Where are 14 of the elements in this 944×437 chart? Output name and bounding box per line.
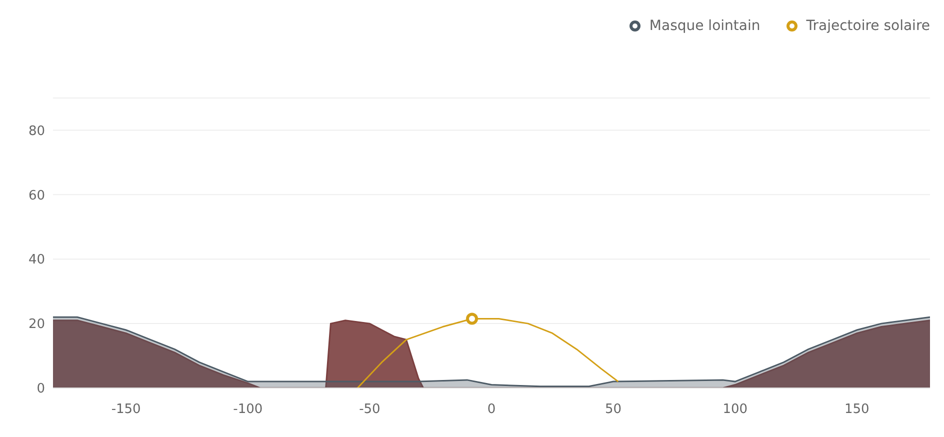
x-tick-label: -100 bbox=[233, 402, 263, 418]
y-tick-label: 0 bbox=[36, 382, 45, 397]
x-tick-label: 50 bbox=[605, 402, 622, 418]
x-tick-label: -50 bbox=[359, 402, 380, 418]
y-tick-label: 20 bbox=[28, 317, 45, 332]
x-tick-label: 0 bbox=[487, 402, 496, 418]
x-tick-label: -150 bbox=[111, 402, 141, 418]
x-tick-label: 100 bbox=[722, 402, 748, 418]
legend-label: Trajectoire solaire bbox=[806, 18, 930, 34]
legend-label: Masque lointain bbox=[649, 18, 760, 34]
y-tick-label: 60 bbox=[28, 188, 45, 204]
y-tick-label: 80 bbox=[28, 124, 45, 139]
y-tick-label: 40 bbox=[28, 252, 45, 268]
x-tick-label: 150 bbox=[844, 402, 870, 418]
